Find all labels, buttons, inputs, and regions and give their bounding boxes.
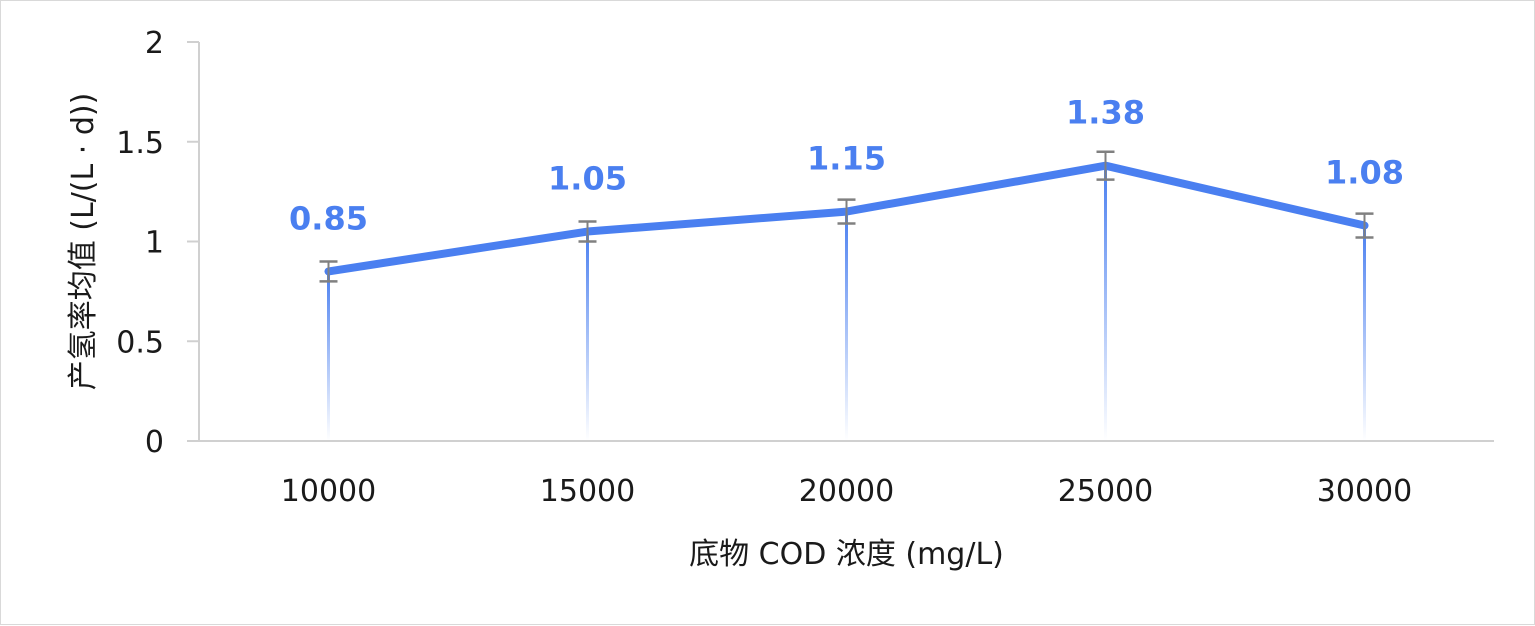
y-tick-label: 2 — [145, 26, 164, 61]
data-label: 0.85 — [289, 199, 368, 237]
x-tick-label: 10000 — [281, 474, 376, 509]
y-tick-label: 1.5 — [116, 126, 164, 161]
data-label: 1.08 — [1325, 154, 1404, 192]
x-tick-label: 30000 — [1317, 474, 1412, 509]
drop-line — [1104, 165, 1107, 441]
data-label: 1.05 — [548, 160, 627, 198]
drop-lines — [327, 165, 1366, 441]
x-axis-title: 底物 COD 浓度 (mg/L) — [689, 537, 1004, 572]
x-tick-label: 20000 — [799, 474, 894, 509]
y-tick-label: 1 — [145, 226, 164, 261]
x-tick-label: 15000 — [540, 474, 635, 509]
x-axis: 10000 15000 20000 25000 30000 — [199, 440, 1494, 509]
data-labels: 0.85 1.05 1.15 1.38 1.08 — [289, 94, 1404, 238]
x-tick-label: 25000 — [1058, 474, 1153, 509]
y-axis: 0 0.5 1 1.5 2 — [116, 26, 200, 460]
y-tick-label: 0 — [145, 425, 164, 460]
y-axis-title: 产氢率均值 (L/(L · d)) — [66, 93, 101, 391]
drop-line — [327, 271, 330, 441]
drop-line — [1363, 225, 1366, 441]
drop-line — [586, 231, 589, 441]
y-tick-label: 0.5 — [116, 325, 164, 360]
error-bars — [319, 150, 1374, 283]
data-label: 1.15 — [807, 140, 886, 178]
data-label: 1.38 — [1066, 94, 1145, 132]
drop-line — [845, 211, 848, 441]
